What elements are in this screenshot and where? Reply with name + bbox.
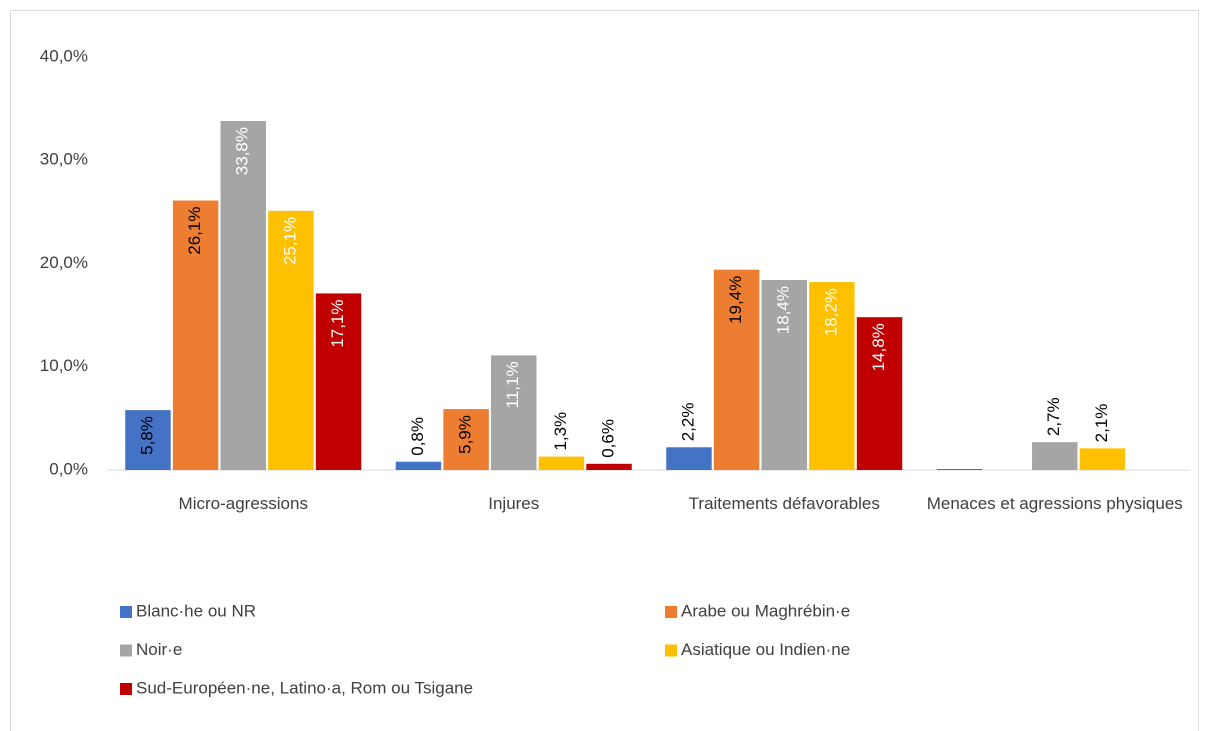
- x-tick-label: Traitements défavorables: [688, 494, 880, 513]
- y-tick-label: 20,0%: [40, 253, 88, 272]
- data-label: 33,8%: [233, 127, 252, 175]
- data-label: 14,8%: [869, 323, 888, 371]
- y-tick-label: 0,0%: [49, 459, 88, 478]
- bar: [395, 461, 442, 470]
- legend-label: Sud-Européen·ne, Latino·a, Rom ou Tsigan…: [136, 678, 473, 697]
- data-label: 0,8%: [408, 417, 427, 456]
- x-tick-label-box: Menaces et agressions physiques: [926, 494, 1183, 513]
- data-label: 18,4%: [774, 286, 793, 334]
- y-tick-label: 30,0%: [40, 150, 88, 169]
- data-label: 17,1%: [328, 299, 347, 347]
- bar: [713, 269, 760, 470]
- data-label: 25,1%: [280, 217, 299, 265]
- legend-swatch: [665, 606, 677, 618]
- legend-swatch: [120, 683, 132, 695]
- x-tick-label-box: Injures: [488, 494, 540, 513]
- data-label: 0,6%: [599, 419, 618, 458]
- data-label: 19,4%: [726, 276, 745, 324]
- x-tick-label-box: Traitements défavorables: [688, 494, 880, 513]
- data-label: 11,1%: [503, 361, 522, 408]
- bar: [936, 468, 983, 470]
- data-label: 2,7%: [1044, 397, 1063, 436]
- legend-label: Noir·e: [136, 640, 182, 659]
- data-label: 26,1%: [185, 207, 204, 255]
- data-label: 18,2%: [821, 288, 840, 336]
- data-label: 2,2%: [678, 403, 697, 442]
- data-label: 2,1%: [1092, 404, 1111, 443]
- legend-swatch: [120, 644, 132, 657]
- bar: [220, 121, 266, 470]
- bar: [761, 280, 807, 470]
- legend-swatch: [665, 644, 677, 657]
- bar: [268, 210, 314, 470]
- bar: [538, 456, 585, 470]
- x-tick-label: Micro-agressions: [178, 494, 308, 513]
- data-label: 1,3%: [551, 412, 570, 451]
- y-tick-label: 10,0%: [40, 356, 88, 375]
- bar: [443, 409, 489, 470]
- legend-label: Arabe ou Maghrébin·e: [681, 601, 850, 620]
- bar: [125, 410, 171, 470]
- bar: [491, 355, 537, 470]
- data-label: 5,9%: [456, 415, 475, 454]
- x-tick-label: Injures: [488, 494, 540, 513]
- bar: [809, 282, 855, 470]
- legend-swatch: [120, 606, 132, 618]
- bar: [315, 293, 362, 470]
- bar: [856, 317, 903, 470]
- bar: [586, 463, 632, 470]
- legend-label: Asiatique ou Indien·ne: [681, 640, 850, 659]
- bar: [172, 200, 219, 470]
- data-label: 5,8%: [137, 416, 156, 455]
- bar: [1032, 442, 1078, 470]
- x-tick-label-box: Micro-agressions: [178, 494, 308, 513]
- legend-label: Blanc·he ou NR: [136, 601, 256, 620]
- y-tick-label: 40,0%: [40, 46, 88, 65]
- bar: [1079, 448, 1126, 470]
- x-tick-label: Menaces et agressions physiques: [926, 494, 1183, 513]
- bar: [666, 447, 712, 470]
